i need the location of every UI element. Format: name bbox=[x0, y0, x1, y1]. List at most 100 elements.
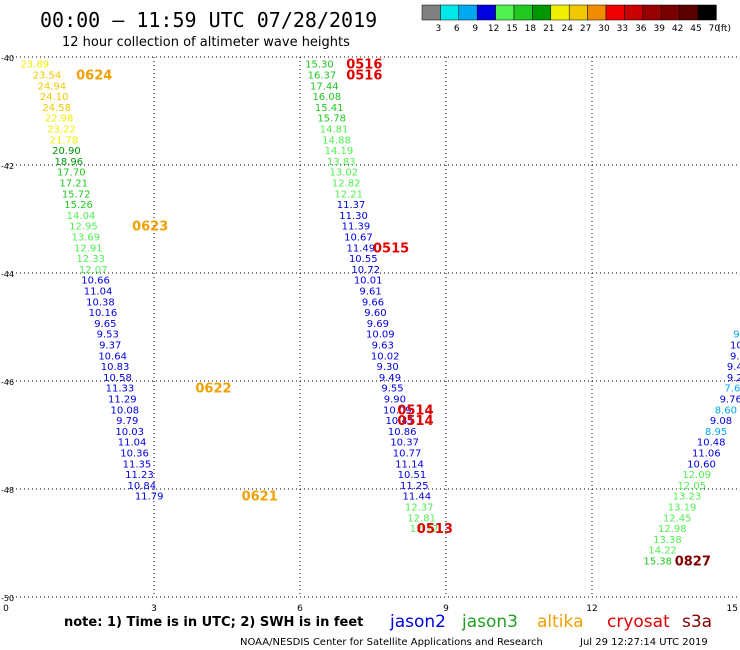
wave-height-value: 10.09 bbox=[383, 405, 412, 416]
wave-height-value: 9.79 bbox=[116, 416, 138, 427]
wave-height-value: 11.04 bbox=[84, 287, 113, 298]
wave-height-value: 23.22 bbox=[47, 125, 76, 136]
wave-height-value: 9.53 bbox=[97, 330, 119, 341]
wave-height-value: 10.51 bbox=[398, 470, 427, 481]
wave-height-value: 11.23 bbox=[125, 470, 154, 481]
colorbar-unit: (ft) bbox=[717, 24, 731, 34]
colorbar-swatch bbox=[476, 4, 496, 21]
wave-height-value: 13.19 bbox=[668, 503, 697, 514]
colorbar-swatch bbox=[532, 4, 552, 21]
wave-height-value: 9.48 bbox=[727, 362, 740, 373]
wave-height-value: 11.33 bbox=[106, 384, 135, 395]
wave-height-value: 9.55 bbox=[381, 384, 403, 395]
colorbar-label: 36 bbox=[635, 24, 647, 34]
wave-height-value: 12.95 bbox=[69, 222, 98, 233]
wave-height-value: 14.88 bbox=[322, 135, 351, 146]
wave-height-value: 10.01 bbox=[354, 276, 383, 287]
wave-height-value: 10.16 bbox=[89, 308, 118, 319]
timestamp-text: Jul 29 12:27:14 UTC 2019 bbox=[579, 637, 708, 648]
colorbar-label: 27 bbox=[580, 24, 591, 34]
wave-height-value: 10.09 bbox=[366, 330, 395, 341]
colorbar-swatch bbox=[605, 4, 625, 21]
colorbar-label: 12 bbox=[488, 24, 499, 34]
wave-height-value: 10.02 bbox=[371, 351, 400, 362]
legend-cryosat: cryosat bbox=[607, 612, 670, 632]
colorbar-label: 3 bbox=[436, 24, 442, 34]
wave-height-value: 11.37 bbox=[337, 200, 366, 211]
wave-height-value: 10.66 bbox=[81, 276, 110, 287]
colorbar-swatch bbox=[697, 4, 717, 21]
wave-height-value: 13.23 bbox=[673, 492, 702, 503]
colorbar-swatch bbox=[513, 4, 533, 21]
wave-height-value: 10.60 bbox=[687, 459, 716, 470]
grid bbox=[8, 56, 738, 598]
wave-height-value: 8.60 bbox=[715, 405, 737, 416]
wave-height-value: 15.72 bbox=[62, 189, 91, 200]
wave-height-value: 14.81 bbox=[320, 125, 349, 136]
wave-height-value: 9.63 bbox=[372, 341, 394, 352]
x-tick-label: 15 bbox=[727, 604, 738, 614]
wave-height-value: 10.64 bbox=[98, 351, 127, 362]
wave-height-value: 9.24 bbox=[727, 373, 740, 384]
wave-height-value: 8.95 bbox=[705, 427, 727, 438]
wave-height-value: 9.66 bbox=[362, 297, 384, 308]
colorbar-label: 18 bbox=[525, 24, 537, 34]
wave-height-value: 16.08 bbox=[312, 92, 341, 103]
wave-height-value: 9.90 bbox=[384, 395, 406, 406]
x-tick-label: 9 bbox=[443, 604, 449, 614]
time-marker: 0827 bbox=[675, 555, 711, 570]
colorbar-swatch bbox=[587, 4, 607, 21]
wave-height-value: 17.44 bbox=[310, 81, 339, 92]
wave-height-value: 22.98 bbox=[45, 114, 74, 125]
wave-height-value: 12.05 bbox=[677, 481, 706, 492]
colorbar-swatch bbox=[440, 4, 460, 21]
colorbar-label: 15 bbox=[506, 24, 517, 34]
wave-height-value: 12.09 bbox=[682, 470, 711, 481]
x-tick-label: 6 bbox=[297, 604, 303, 614]
time-marker: 0623 bbox=[132, 220, 168, 235]
wave-height-value: 11.04 bbox=[118, 438, 147, 449]
chart-title: 00:00 – 11:59 UTC 07/28/2019 bbox=[40, 8, 377, 32]
wave-height-value: 10.36 bbox=[120, 449, 149, 460]
y-tick-label: -46 bbox=[1, 378, 14, 387]
colorbar-swatch bbox=[421, 4, 441, 21]
wave-height-value: 10.37 bbox=[390, 438, 419, 449]
wave-height-value: 9.37 bbox=[99, 341, 121, 352]
colorbar-label: 45 bbox=[690, 24, 701, 34]
wave-height-value: 13.69 bbox=[72, 233, 101, 244]
y-tick-labels: -40 -42 -44 -46 -48 -50 bbox=[1, 54, 14, 603]
colorbar-label: 6 bbox=[454, 24, 460, 34]
wave-height-value: 9.61 bbox=[359, 287, 381, 298]
wave-height-value: 18.96 bbox=[55, 157, 84, 168]
time-marker: 0515 bbox=[373, 241, 409, 256]
wave-height-value: 23.89 bbox=[20, 60, 49, 71]
y-tick-label: -48 bbox=[1, 486, 14, 495]
colorbar-label: 9 bbox=[472, 24, 478, 34]
time-marker: 0513 bbox=[417, 522, 453, 537]
wave-height-value: 24.94 bbox=[37, 81, 66, 92]
wave-height-value: 9.08 bbox=[710, 416, 732, 427]
wave-height-value: 12.33 bbox=[76, 254, 105, 265]
wave-height-value: 10.08 bbox=[110, 405, 139, 416]
wave-height-value: 10.55 bbox=[349, 254, 378, 265]
wave-height-value: 10. bbox=[730, 341, 740, 352]
wave-height-value: 12.81 bbox=[407, 513, 436, 524]
colorbar-label: 24 bbox=[561, 24, 573, 34]
y-tick-label: -50 bbox=[1, 594, 14, 603]
y-tick-label: -42 bbox=[1, 162, 14, 171]
wave-height-value: 12.21 bbox=[334, 189, 363, 200]
wave-height-value: 10.72 bbox=[351, 265, 380, 276]
colorbar-label: 33 bbox=[617, 24, 628, 34]
wave-height-value: 9.49 bbox=[379, 373, 401, 384]
wave-height-value: 10.03 bbox=[115, 427, 144, 438]
wave-height-value: 12.07 bbox=[79, 265, 108, 276]
wave-height-value: 12.82 bbox=[332, 179, 361, 190]
wave-height-value: 13.38 bbox=[653, 535, 682, 546]
chart-subtitle: 12 hour collection of altimeter wave hei… bbox=[62, 35, 350, 50]
legend-jason3: jason3 bbox=[461, 612, 518, 632]
wave-height-value: 11.79 bbox=[135, 492, 164, 503]
wave-height-value: 11.39 bbox=[342, 222, 371, 233]
wave-height-value: 11.25 bbox=[400, 481, 429, 492]
colorbar-label: 30 bbox=[598, 24, 610, 34]
